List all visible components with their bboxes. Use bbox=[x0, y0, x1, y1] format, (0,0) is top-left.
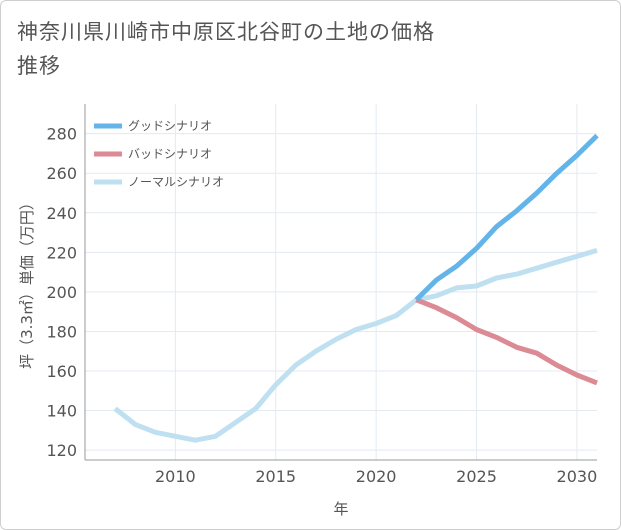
x-tick-label: 2030 bbox=[557, 467, 598, 486]
series-line bbox=[414, 133, 599, 302]
legend-label: ノーマルシナリオ bbox=[128, 175, 224, 189]
y-tick-label: 180 bbox=[46, 322, 77, 341]
axes: 120 140 160 180 200 220 240 260 280 2010 2015 2020 2… bbox=[46, 104, 597, 486]
y-tick-label: 280 bbox=[46, 125, 77, 144]
y-tick-label: 260 bbox=[46, 164, 77, 183]
grid bbox=[85, 104, 597, 460]
x-tick-label: 2020 bbox=[356, 467, 397, 486]
series-line bbox=[113, 248, 598, 443]
y-tick-label: 140 bbox=[46, 402, 77, 421]
x-tick-label: 2010 bbox=[155, 467, 196, 486]
y-tick-label: 200 bbox=[46, 283, 77, 302]
y-axis-title: 坪（3.3㎡）単価（万円） bbox=[18, 195, 36, 369]
x-tick-label: 2025 bbox=[456, 467, 497, 486]
x-axis-title: 年 bbox=[333, 500, 348, 518]
y-tick-label: 220 bbox=[46, 243, 77, 262]
y-tick-label: 240 bbox=[46, 204, 77, 223]
chart-title: 神奈川県川崎市中原区北谷町の土地の価格推移 bbox=[17, 20, 435, 78]
legend-label: バッドシナリオ bbox=[128, 147, 212, 161]
y-tick-label: 120 bbox=[46, 441, 77, 460]
series bbox=[113, 133, 599, 443]
series-line bbox=[415, 297, 598, 386]
y-tick-label: 160 bbox=[46, 362, 77, 381]
x-tick-label: 2015 bbox=[255, 467, 296, 486]
legend-label: グッドシナリオ bbox=[128, 119, 212, 133]
